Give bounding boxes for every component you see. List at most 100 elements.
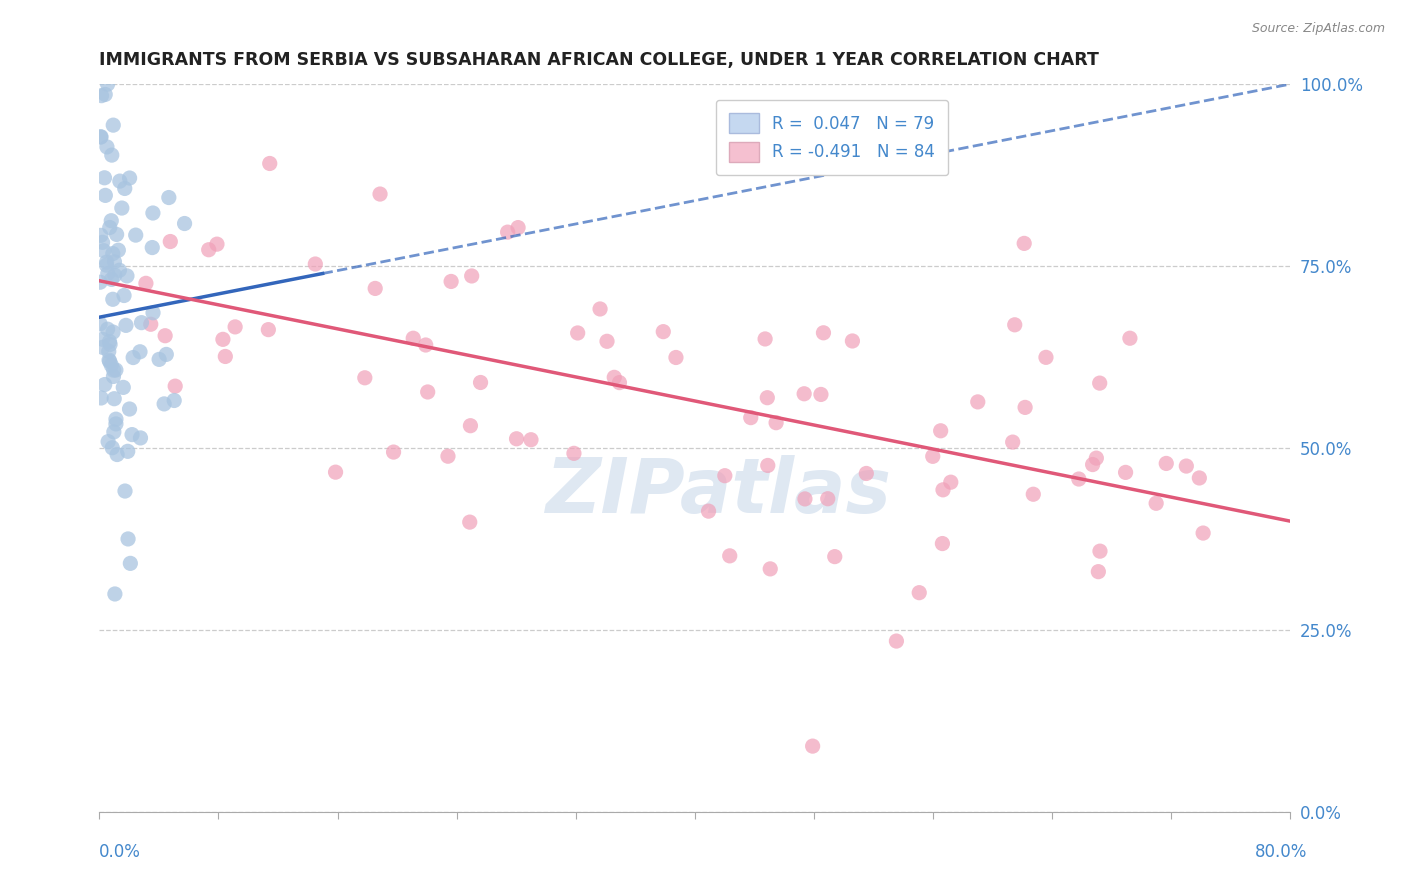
Point [103,254,125,268]
Point [114,483,136,498]
Point [1192,526,1215,541]
Point [759,562,782,576]
Text: 0.0%: 0.0% [98,843,141,861]
Point [609,376,631,390]
Point [756,391,779,405]
Point [122,351,145,365]
Point [364,281,387,295]
Point [97,434,120,449]
Point [520,433,543,447]
Point [793,386,815,401]
Point [101,293,124,307]
Point [165,379,187,393]
Text: ZIPatlas: ZIPatlas [546,455,891,529]
Point [103,363,125,377]
Point [567,326,589,340]
Point [665,351,688,365]
Point [257,323,280,337]
Point [97,77,120,91]
Point [97,344,120,359]
Point [1022,487,1045,501]
Point [368,187,391,202]
Point [496,225,519,239]
Point [718,549,741,563]
Point [932,483,955,497]
Point [259,156,281,170]
Point [100,213,122,227]
Point [120,557,142,571]
Point [1014,401,1036,415]
Point [111,201,134,215]
Point [104,412,127,426]
Point [100,272,122,286]
Point [460,268,482,283]
Point [98,334,121,349]
Point [104,363,127,377]
Point [596,334,619,349]
Point [107,243,129,257]
Point [90,129,112,144]
Point [90,391,112,405]
Point [153,397,176,411]
Point [1154,457,1177,471]
Point [325,465,347,479]
Point [939,475,962,490]
Point [94,87,117,102]
Point [142,206,165,220]
Point [1144,496,1167,510]
Point [765,416,787,430]
Point [103,118,125,132]
Point [90,228,112,243]
Point [91,332,114,346]
Point [855,467,877,481]
Point [460,418,482,433]
Point [1085,451,1108,466]
Point [91,235,114,250]
Point [966,395,988,409]
Point [89,317,111,331]
Point [652,325,675,339]
Point [100,148,122,162]
Point [117,532,139,546]
Point [416,384,439,399]
Point [115,268,138,283]
Point [101,441,124,455]
Point [756,458,779,473]
Point [129,431,152,445]
Point [353,371,375,385]
Point [114,181,136,195]
Point [740,410,762,425]
Point [97,267,120,281]
Point [97,322,120,336]
Point [90,130,112,145]
Point [224,319,246,334]
Point [1115,466,1137,480]
Point [402,331,425,345]
Point [96,140,118,154]
Point [157,190,180,204]
Point [470,376,492,390]
Point [1012,236,1035,251]
Point [103,425,125,439]
Point [697,504,720,518]
Point [173,217,195,231]
Legend: R =  0.047   N = 79, R = -0.491   N = 84: R = 0.047 N = 79, R = -0.491 N = 84 [716,100,949,176]
Point [415,338,437,352]
Point [824,549,846,564]
Point [93,377,115,392]
Point [841,334,863,348]
Point [118,171,141,186]
Point [101,325,124,339]
Point [382,445,405,459]
Point [105,227,128,242]
Point [98,220,121,235]
Point [125,228,148,243]
Point [142,306,165,320]
Point [714,468,737,483]
Point [153,328,176,343]
Point [105,448,128,462]
Point [793,491,815,506]
Point [205,237,228,252]
Point [817,491,839,506]
Point [112,288,135,302]
